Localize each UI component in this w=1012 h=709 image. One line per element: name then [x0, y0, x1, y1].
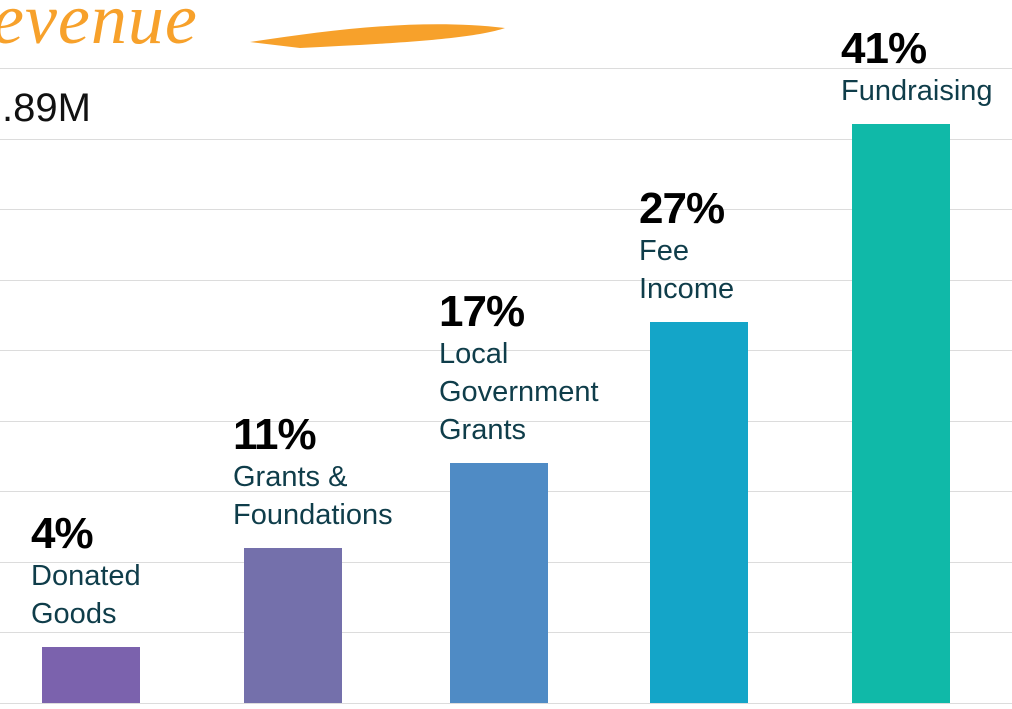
grid-line: [0, 68, 1012, 69]
value-label: 41%: [841, 24, 927, 74]
value-label: 27%: [639, 184, 725, 233]
bar-label: 11% Grants & Foundations: [233, 409, 428, 534]
grid-line: [0, 138, 1012, 140]
bar-label: 27% Fee Income: [639, 186, 759, 308]
bar-label: 41% Fundraising: [841, 26, 1012, 110]
category-label: Donated Goods: [31, 559, 141, 630]
bar: [450, 463, 548, 703]
value-label: 11%: [233, 409, 317, 459]
bar: [650, 322, 748, 703]
title-swoosh: [250, 24, 505, 48]
value-label: 4%: [31, 508, 94, 558]
bar: [244, 547, 342, 703]
bar: [42, 646, 140, 703]
category-label: Local Government Grants: [439, 338, 599, 447]
grid-line: [0, 209, 1012, 211]
grid-line: [0, 350, 1012, 352]
bar-label: 4% Donated Goods: [31, 508, 171, 633]
category-label: Grants & Foundations: [233, 460, 393, 531]
grid-line: [0, 703, 1012, 704]
grid-line: [0, 279, 1012, 281]
chart-title: evenue: [0, 0, 198, 59]
bar: [852, 124, 950, 703]
bar-label: 17% Local Government Grants: [439, 289, 634, 449]
chart-subtitle: .89M: [2, 86, 91, 130]
category-label: Fundraising: [841, 75, 993, 108]
category-label: Fee Income: [639, 235, 735, 305]
grid-line: [0, 420, 1012, 422]
value-label: 17%: [439, 287, 525, 337]
